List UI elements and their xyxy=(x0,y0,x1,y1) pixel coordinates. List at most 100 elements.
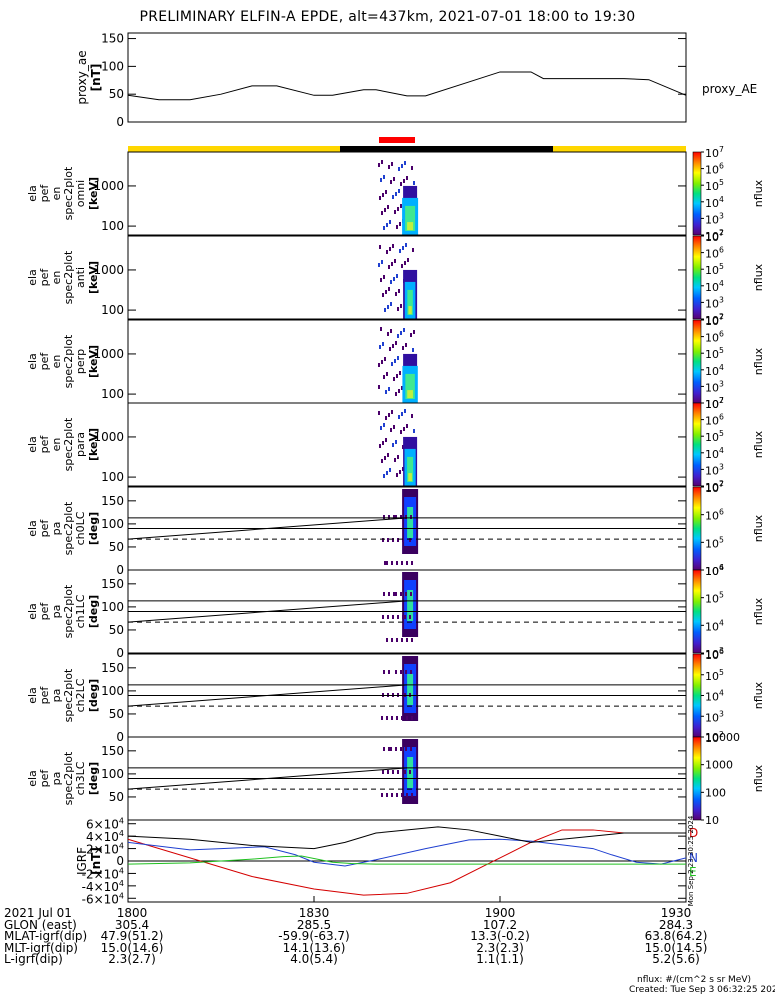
flux-speck xyxy=(387,615,389,619)
ephemeris-row: L-igrf(dip) 2.3(2.7) 4.0(5.4) 1.1(1.1) 5.2(5… xyxy=(4,952,774,966)
flux-speck xyxy=(413,330,415,334)
flux-speck xyxy=(397,770,399,774)
flux-speck xyxy=(388,413,390,417)
flux-speck xyxy=(406,793,408,797)
flux-speck xyxy=(382,538,384,542)
flux-speck xyxy=(384,208,386,212)
ephemeris-value: 2.3(2.3) xyxy=(476,940,524,955)
proxy-ae-line xyxy=(127,71,687,101)
flux-speck xyxy=(413,429,415,433)
loss-cone-line xyxy=(127,517,408,540)
igrf-line-total xyxy=(127,826,686,850)
flux-speck xyxy=(402,538,404,542)
colorbar-label: nflux xyxy=(752,263,765,291)
y-tick-label: 100 xyxy=(101,767,124,781)
flux-speck xyxy=(387,453,389,457)
ephemeris-value: 1900 xyxy=(484,906,516,920)
flux-speck xyxy=(386,471,388,475)
flux-speck xyxy=(400,592,402,596)
flux-speck xyxy=(384,456,386,460)
loss-cone-line xyxy=(127,600,408,623)
flux-speck xyxy=(397,356,399,360)
y-axis-label-3: spec2plot xyxy=(62,334,75,388)
spectrogram-panel-spec2plot_para xyxy=(378,409,418,486)
flux-speck xyxy=(390,302,392,306)
y-tick-label: 150 xyxy=(101,744,124,758)
series-label: proxy_AE xyxy=(702,82,757,96)
flux-speck xyxy=(403,427,405,431)
y-axis-label: IGRF xyxy=(75,847,89,875)
colorbar-tick-label: 107 xyxy=(705,480,724,495)
flux-core-high xyxy=(407,456,414,482)
ephemeris-value: 13.3(-0.2) xyxy=(470,929,530,943)
flux-speck xyxy=(409,615,411,619)
colorbar-tick-label: 103 xyxy=(705,295,724,310)
flux-speck xyxy=(378,411,380,415)
flux-speck xyxy=(386,561,388,565)
flux-speck xyxy=(381,793,383,797)
spectrogram-panel-spec2plot_ch2LC xyxy=(381,656,419,721)
y-tick-label: -2×104 xyxy=(82,866,124,881)
flux-speck xyxy=(399,222,401,226)
y-axis-label-0: ela xyxy=(26,185,39,202)
flux-speck xyxy=(398,389,400,393)
flux-speck xyxy=(394,458,396,462)
y-tick-label: 1000 xyxy=(93,179,124,193)
igrf-line-N xyxy=(127,838,687,867)
flux-speck xyxy=(393,277,395,281)
y-tick-label: 50 xyxy=(109,87,124,101)
spectrogram-panel-spec2plot_ch1LC xyxy=(382,572,419,642)
flux-speck xyxy=(397,615,399,619)
flux-speck xyxy=(383,175,385,179)
flux-speck xyxy=(378,385,380,389)
colorbar-tick-label: 104 xyxy=(705,446,724,461)
y-axis-label-5: [keV] xyxy=(87,428,100,461)
flux-speck xyxy=(412,248,414,252)
y-tick-label: 6×104 xyxy=(86,817,124,832)
flux-speck xyxy=(396,473,398,477)
flux-speck xyxy=(393,515,395,519)
flux-speck xyxy=(395,670,397,674)
flux-speck xyxy=(401,716,403,720)
y-tick-label: 150 xyxy=(101,494,124,508)
flux-speck xyxy=(392,443,394,447)
y-axis-label-1: pef xyxy=(38,769,51,788)
ephemeris-value: 5.2(5.6) xyxy=(652,952,700,966)
y-axis-label-0: ela xyxy=(26,687,39,704)
flux-core-peak xyxy=(407,390,413,399)
y-tick-label: 100 xyxy=(101,303,124,317)
flux-speck xyxy=(394,259,396,263)
flux-speck xyxy=(382,342,384,346)
y-axis-label-4: perp xyxy=(74,349,87,374)
flux-speck xyxy=(395,392,397,396)
flux-speck xyxy=(380,278,382,282)
ephemeris-row: GLON (east) 305.4 285.5 107.2 284.3 xyxy=(4,918,774,932)
flux-speck xyxy=(391,638,393,642)
flux-speck xyxy=(388,387,390,391)
colorbar-tick-label: 107 xyxy=(705,145,724,160)
igrf-side-note: Mon Sep 2 23:30:25 2024 xyxy=(687,815,695,906)
flux-speck xyxy=(406,424,408,428)
flux-speck xyxy=(383,275,385,279)
colorbar xyxy=(692,235,702,320)
flux-speck xyxy=(387,770,389,774)
flux-speck xyxy=(396,374,398,378)
flux-speck xyxy=(379,345,381,349)
colorbar-tick-label: 105 xyxy=(705,591,724,606)
flux-speck xyxy=(382,770,384,774)
y-tick-label: 2×104 xyxy=(86,842,124,857)
colorbar-tick-label: 105 xyxy=(705,535,724,550)
colorbar-tick-label: 107 xyxy=(705,313,724,328)
y-axis-label-1: pef xyxy=(38,602,51,621)
y-axis-label-4: ch2LC xyxy=(74,678,87,712)
y-tick-label: -6×104 xyxy=(82,891,124,906)
ephemeris-value: 1930 xyxy=(660,906,692,920)
y-axis-label-3: spec2plot xyxy=(62,751,75,805)
footer: nflux: #/(cm^2 s sr MeV) Created: Tue Se… xyxy=(629,975,775,995)
colorbar-tick-label: 107 xyxy=(705,396,724,411)
flux-speck xyxy=(383,474,385,478)
flux-speck xyxy=(388,515,390,519)
flux-speck xyxy=(411,716,413,720)
flux-speck xyxy=(382,193,384,197)
flux-speck xyxy=(386,223,388,227)
